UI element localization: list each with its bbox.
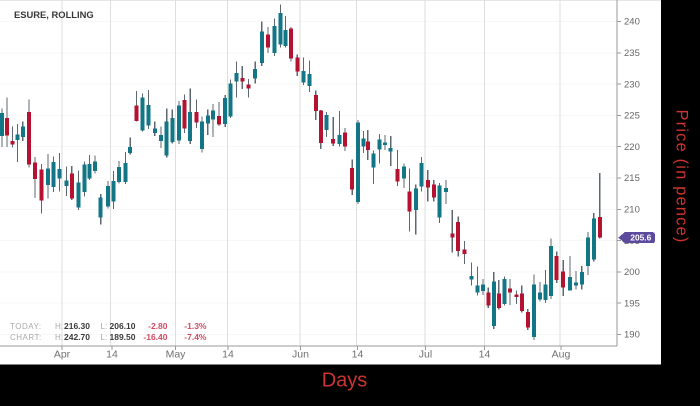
svg-text:-7.4%: -7.4%: [184, 332, 207, 342]
svg-text:Jun: Jun: [292, 349, 309, 361]
svg-text:242.70: 242.70: [64, 332, 90, 342]
svg-text:CHART:: CHART:: [10, 333, 42, 342]
svg-text:190: 190: [624, 330, 640, 341]
svg-text:14: 14: [106, 349, 118, 361]
svg-text:H:: H:: [55, 322, 63, 331]
svg-text:230: 230: [624, 79, 640, 90]
svg-text:225: 225: [624, 111, 640, 122]
svg-text:210: 210: [624, 205, 640, 216]
svg-text:Price (in pence): Price (in pence): [672, 110, 690, 244]
svg-text:200: 200: [624, 267, 640, 278]
svg-text:14: 14: [352, 349, 364, 361]
svg-text:-16.40: -16.40: [143, 332, 167, 342]
svg-text:216.30: 216.30: [64, 321, 90, 331]
svg-text:206.10: 206.10: [110, 321, 136, 331]
svg-text:-2.80: -2.80: [148, 321, 168, 331]
svg-text:L:: L:: [101, 333, 108, 342]
svg-text:189.50: 189.50: [110, 332, 136, 342]
svg-text:May: May: [166, 349, 187, 361]
svg-text:14: 14: [479, 349, 491, 361]
svg-text:240: 240: [624, 17, 640, 28]
svg-text:-1.3%: -1.3%: [184, 321, 207, 331]
svg-text:215: 215: [624, 173, 640, 184]
svg-text:205.6: 205.6: [630, 233, 651, 243]
svg-text:ESURE, ROLLING: ESURE, ROLLING: [14, 9, 94, 20]
svg-text:220: 220: [624, 142, 640, 153]
svg-text:235: 235: [624, 48, 640, 59]
svg-text:195: 195: [624, 298, 640, 309]
svg-text:14: 14: [222, 349, 234, 361]
svg-text:H:: H:: [55, 333, 63, 342]
svg-text:L:: L:: [101, 322, 108, 331]
svg-text:Aug: Aug: [552, 349, 571, 361]
svg-text:Days: Days: [322, 370, 368, 392]
svg-text:Jul: Jul: [419, 349, 432, 361]
svg-text:TODAY:: TODAY:: [10, 322, 42, 331]
svg-text:Apr: Apr: [54, 349, 71, 361]
